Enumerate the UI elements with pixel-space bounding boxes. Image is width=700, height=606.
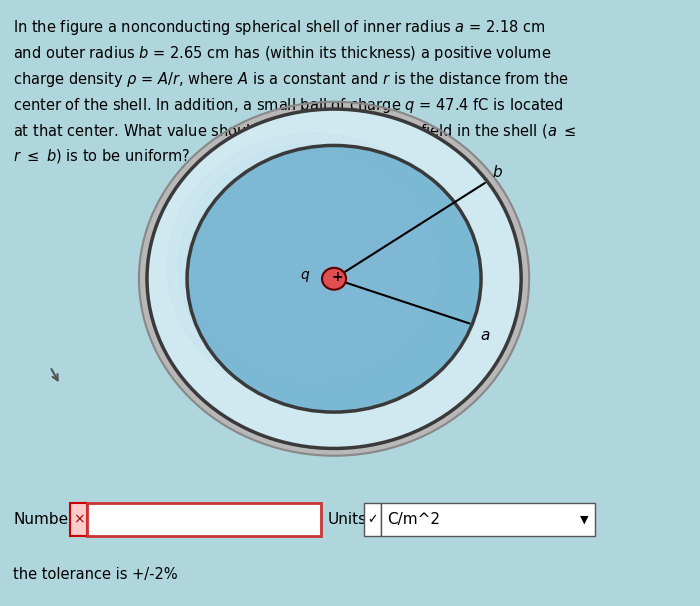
Circle shape (187, 145, 481, 412)
Text: +: + (332, 270, 343, 284)
Circle shape (237, 198, 391, 336)
FancyBboxPatch shape (87, 503, 321, 536)
Text: ×: × (73, 513, 84, 527)
FancyBboxPatch shape (381, 503, 594, 536)
FancyBboxPatch shape (364, 503, 381, 536)
FancyBboxPatch shape (70, 503, 87, 536)
Text: Units: Units (328, 512, 367, 527)
Text: the tolerance is +/-2%: the tolerance is +/-2% (13, 567, 178, 582)
Text: $q$: $q$ (300, 270, 311, 284)
Circle shape (322, 268, 346, 290)
Text: ▼: ▼ (580, 514, 589, 525)
Text: In the figure a nonconducting spherical shell of inner radius $a$ = 2.18 cm
and : In the figure a nonconducting spherical … (13, 18, 577, 165)
Circle shape (178, 144, 449, 389)
Text: Number: Number (13, 512, 75, 527)
Circle shape (190, 155, 438, 379)
Text: C/m^2: C/m^2 (388, 512, 440, 527)
Circle shape (226, 187, 402, 347)
Text: $a$: $a$ (480, 330, 491, 344)
Circle shape (202, 165, 426, 368)
Circle shape (147, 109, 521, 448)
Circle shape (139, 102, 529, 456)
Text: ✓: ✓ (368, 513, 378, 526)
Circle shape (214, 176, 414, 358)
Circle shape (167, 133, 461, 400)
Text: $b$: $b$ (492, 164, 503, 181)
Circle shape (249, 208, 379, 325)
